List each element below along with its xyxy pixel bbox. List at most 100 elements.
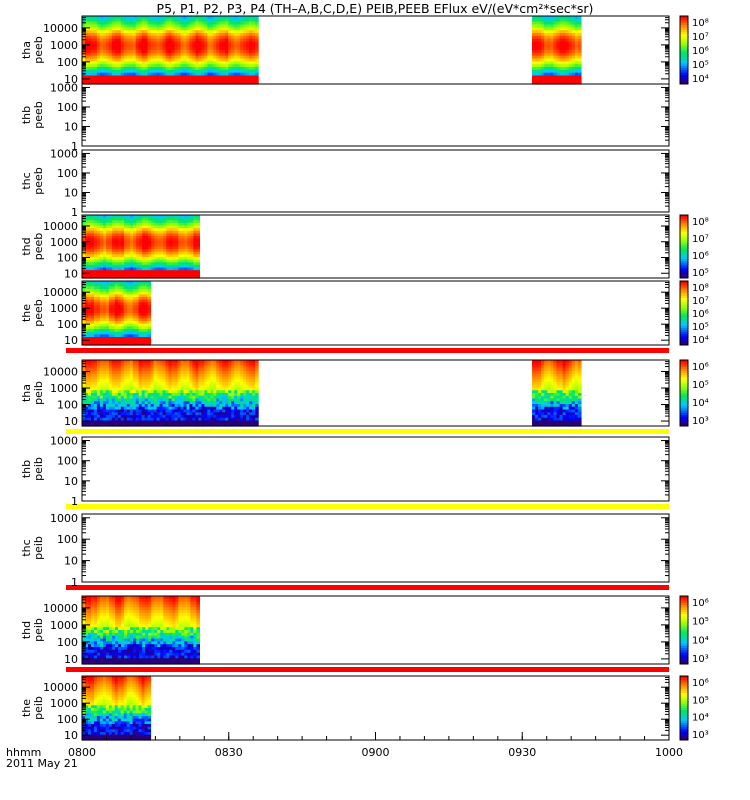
spectrogram-cell xyxy=(132,30,137,34)
spectrogram-cell xyxy=(106,249,110,253)
spectrogram-cell xyxy=(225,415,229,419)
spectrogram-cell xyxy=(144,297,149,301)
spectrogram-cell xyxy=(574,69,579,74)
spectrogram-cell xyxy=(120,16,125,20)
spectrogram-cell xyxy=(219,384,223,389)
spectrogram-cell xyxy=(87,329,92,333)
spectrogram-cell xyxy=(192,384,197,389)
spectrogram-cell xyxy=(111,393,116,397)
spectrogram-cell xyxy=(153,78,158,82)
spectrogram-cell xyxy=(115,270,119,274)
spectrogram-cell xyxy=(135,373,140,378)
spectrogram-cell xyxy=(126,307,131,311)
spectrogram-cell xyxy=(169,257,173,261)
spectrogram-cell xyxy=(90,331,95,335)
spectrogram-cell xyxy=(201,382,205,386)
spectrogram-cell xyxy=(225,18,229,23)
spectrogram-cell xyxy=(96,323,101,327)
spectrogram-cell xyxy=(249,35,253,40)
spectrogram-cell xyxy=(147,67,152,71)
spectrogram-cell xyxy=(147,72,152,77)
spectrogram-cell xyxy=(136,230,140,234)
spectrogram-cell xyxy=(138,379,143,383)
spectrogram-cell xyxy=(114,313,119,317)
spectrogram-cell xyxy=(237,44,241,48)
spectrogram-cell xyxy=(102,310,107,314)
spectrogram-cell xyxy=(96,417,101,422)
spectrogram-cell xyxy=(162,409,167,413)
spectrogram-cell xyxy=(84,69,89,74)
spectrogram-cell xyxy=(87,365,92,369)
spectrogram-cell xyxy=(141,315,146,319)
spectrogram-cell xyxy=(126,35,131,40)
spectrogram-cell xyxy=(126,75,131,79)
spectrogram-cell xyxy=(93,297,98,301)
spectrogram-cell xyxy=(201,35,205,40)
spectrogram-cell xyxy=(120,420,125,424)
spectrogram-cell xyxy=(159,44,164,48)
spectrogram-cell xyxy=(222,395,226,400)
spectrogram-cell xyxy=(94,243,98,248)
spectrogram-cell xyxy=(99,318,104,322)
spectrogram-cell xyxy=(153,415,158,419)
spectrogram-cell xyxy=(568,55,573,60)
spectrogram-cell xyxy=(144,329,149,333)
spectrogram-cell xyxy=(120,384,125,389)
spectrogram-cell xyxy=(84,18,89,23)
spectrogram-cell xyxy=(165,412,170,416)
spectrogram-cell xyxy=(162,67,167,71)
spectrogram-cell xyxy=(88,220,92,224)
spectrogram-cell xyxy=(141,35,146,40)
spectrogram-cell xyxy=(132,329,137,333)
spectrogram-cell xyxy=(117,395,122,400)
spectrogram-cell xyxy=(136,238,140,242)
spectrogram-cell xyxy=(90,24,95,28)
spectrogram-cell xyxy=(541,75,545,79)
spectrogram-cell xyxy=(166,251,170,255)
spectrogram-cell xyxy=(162,16,167,20)
spectrogram-cell xyxy=(106,264,110,269)
spectrogram-cell xyxy=(126,289,131,293)
spectrogram-cell xyxy=(99,365,104,369)
spectrogram-cell xyxy=(237,365,241,369)
spectrogram-cell xyxy=(196,275,200,279)
spectrogram-cell xyxy=(130,275,134,279)
spectrogram-cell xyxy=(99,24,104,28)
spectrogram-cell xyxy=(177,376,182,380)
spectrogram-cell xyxy=(204,33,208,37)
spectrogram-cell xyxy=(159,379,164,383)
spectrogram-cell xyxy=(132,16,137,20)
spectrogram-cell xyxy=(168,379,173,383)
spectrogram-cell xyxy=(88,251,92,255)
spectrogram-cell xyxy=(219,67,223,71)
spectrogram-cell xyxy=(124,249,128,253)
spectrogram-cell xyxy=(96,61,101,65)
spectrogram-cell xyxy=(165,81,170,85)
spectrogram-cell xyxy=(201,58,205,62)
spectrogram-cell xyxy=(180,398,185,402)
spectrogram-cell xyxy=(121,233,125,237)
spectrogram-cell xyxy=(177,75,182,79)
spectrogram-cell xyxy=(228,33,232,37)
spectrogram-cell xyxy=(171,371,176,375)
spectrogram-cell xyxy=(535,47,539,51)
spectrogram-cell xyxy=(204,373,208,378)
spectrogram-cell xyxy=(144,382,149,386)
spectrogram-cell xyxy=(120,302,125,306)
spectrogram-cell xyxy=(162,75,167,79)
spectrogram-cell xyxy=(192,401,197,405)
spectrogram-cell xyxy=(195,387,199,391)
spectrogram-cell xyxy=(189,409,194,413)
spectrogram-cell xyxy=(120,72,125,77)
spectrogram-cell xyxy=(96,21,101,26)
spectrogram-cell xyxy=(141,404,146,408)
spectrogram-cell xyxy=(156,379,161,383)
spectrogram-cell xyxy=(157,236,161,240)
spectrogram-cell xyxy=(96,415,101,419)
spectrogram-cell xyxy=(183,390,188,394)
colorbar-cell xyxy=(680,227,688,231)
spectrogram-cell xyxy=(114,81,119,85)
spectrogram-cell xyxy=(156,382,161,386)
spectrogram-cell xyxy=(111,342,116,346)
spectrogram-cell xyxy=(115,267,119,271)
